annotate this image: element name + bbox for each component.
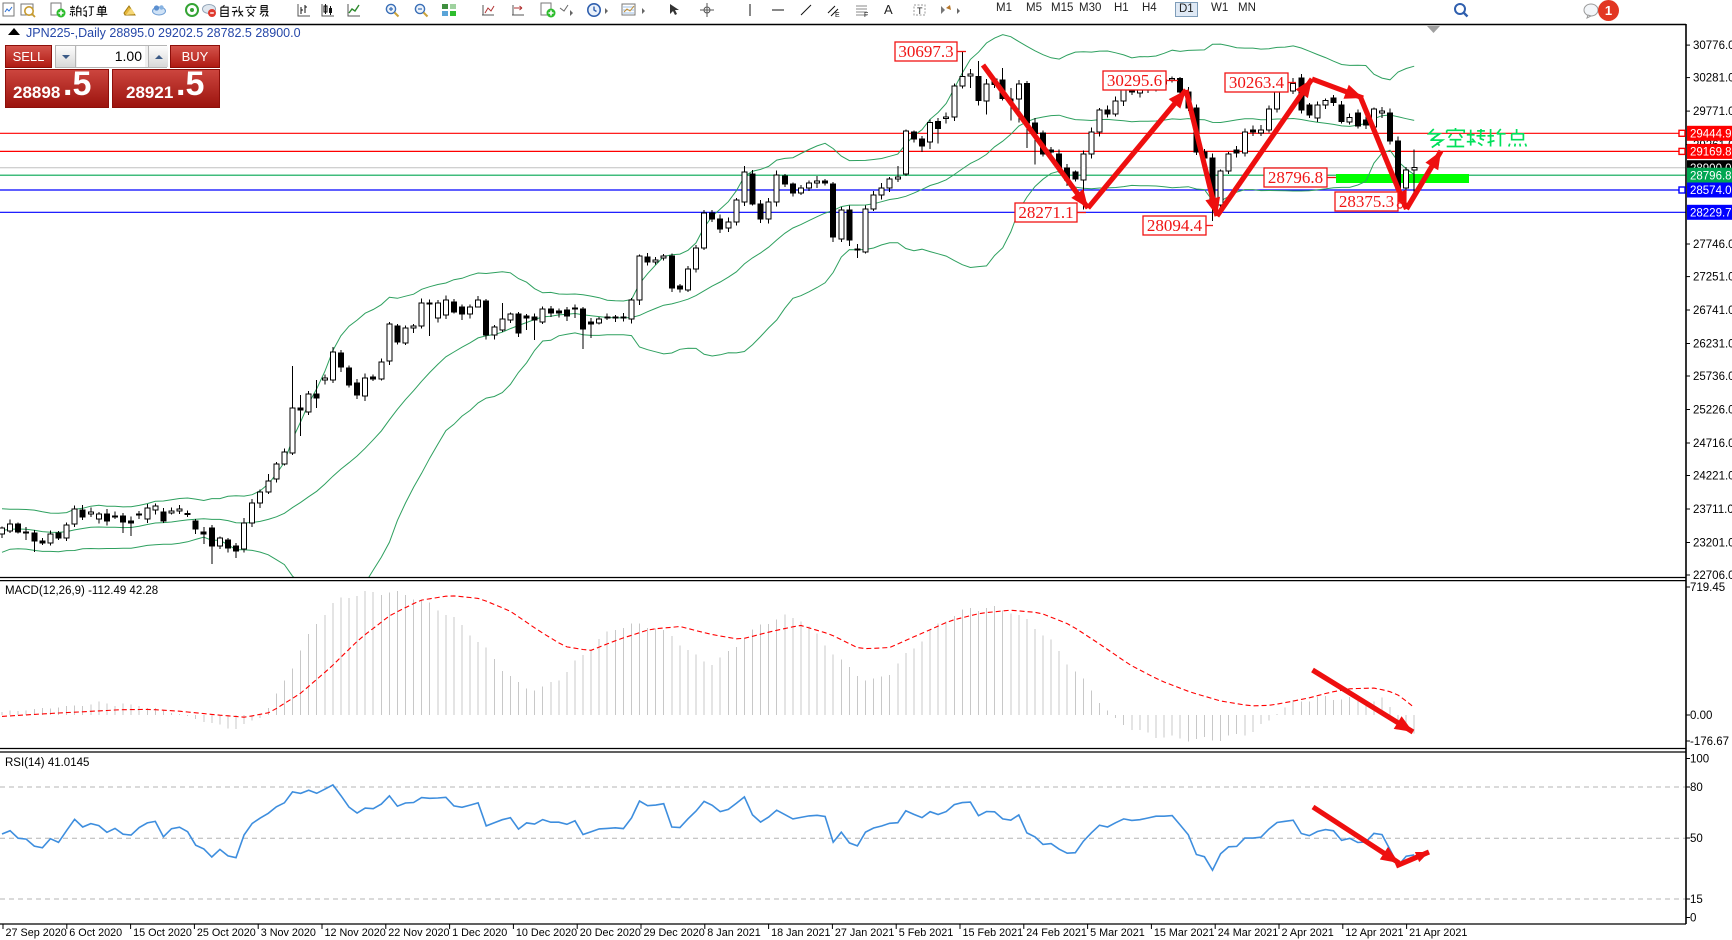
svg-text:15 Oct 2020: 15 Oct 2020 [133, 927, 192, 939]
svg-text:15 Mar 2021: 15 Mar 2021 [1154, 927, 1215, 939]
svg-text:24 Feb 2021: 24 Feb 2021 [1026, 927, 1087, 939]
svg-text:23711.0: 23711.0 [1693, 504, 1732, 516]
svg-text:29444.9: 29444.9 [1690, 129, 1732, 141]
svg-text:28375.3: 28375.3 [1339, 192, 1394, 211]
svg-text:719.45: 719.45 [1690, 582, 1725, 594]
svg-text:5 Mar 2021: 5 Mar 2021 [1090, 927, 1145, 939]
svg-text:27746.0: 27746.0 [1693, 239, 1732, 251]
svg-text:RSI(14) 41.0145: RSI(14) 41.0145 [5, 757, 89, 769]
svg-text:29771.0: 29771.0 [1693, 106, 1732, 118]
svg-text:18 Jan 2021: 18 Jan 2021 [771, 927, 830, 939]
svg-text:0: 0 [1690, 913, 1696, 925]
svg-text:28271.1: 28271.1 [1018, 203, 1073, 222]
svg-text:6 Oct 2020: 6 Oct 2020 [69, 927, 122, 939]
svg-text:2 Apr 2021: 2 Apr 2021 [1282, 927, 1334, 939]
svg-text:28229.7: 28229.7 [1690, 208, 1732, 220]
svg-text:0.00: 0.00 [1690, 710, 1712, 722]
svg-text:27251.0: 27251.0 [1693, 272, 1732, 284]
svg-text:E: E [835, 12, 840, 18]
svg-text:24 Mar 2021: 24 Mar 2021 [1218, 927, 1279, 939]
svg-text:25736.0: 25736.0 [1693, 371, 1732, 383]
svg-text:20 Dec 2020: 20 Dec 2020 [580, 927, 641, 939]
svg-text:21 Apr 2021: 21 Apr 2021 [1409, 927, 1467, 939]
svg-text:3 Nov 2020: 3 Nov 2020 [261, 927, 316, 939]
svg-text:JPN225-,Daily 28895.0 29202.5: JPN225-,Daily 28895.0 29202.5 28782.5 28… [26, 26, 301, 40]
svg-text:24716.0: 24716.0 [1693, 438, 1732, 450]
svg-text:F: F [864, 12, 868, 18]
svg-text:25226.0: 25226.0 [1693, 405, 1732, 417]
svg-text:10 Dec 2020: 10 Dec 2020 [516, 927, 577, 939]
svg-text:MACD(12,26,9) -112.49 42.28: MACD(12,26,9) -112.49 42.28 [5, 585, 158, 597]
svg-text:15 Feb 2021: 15 Feb 2021 [963, 927, 1024, 939]
svg-text:28574.0: 28574.0 [1690, 185, 1732, 197]
svg-text:28094.4: 28094.4 [1147, 216, 1203, 235]
svg-text:26231.0: 26231.0 [1693, 339, 1732, 351]
svg-text:8 Jan 2021: 8 Jan 2021 [707, 927, 760, 939]
svg-text:22 Nov 2020: 22 Nov 2020 [388, 927, 449, 939]
svg-text:30776.0: 30776.0 [1693, 40, 1732, 52]
svg-text:24221.0: 24221.0 [1693, 471, 1732, 483]
svg-text:28796.8: 28796.8 [1690, 170, 1732, 182]
svg-text:5 Feb 2021: 5 Feb 2021 [899, 927, 954, 939]
svg-text:25 Oct 2020: 25 Oct 2020 [197, 927, 256, 939]
svg-text:29169.8: 29169.8 [1690, 147, 1732, 159]
svg-text:28796.8: 28796.8 [1268, 168, 1323, 187]
svg-text:30263.4: 30263.4 [1229, 73, 1285, 92]
svg-text:-176.67: -176.67 [1690, 736, 1729, 748]
svg-text:12 Apr 2021: 12 Apr 2021 [1345, 927, 1403, 939]
svg-text:29 Dec 2020: 29 Dec 2020 [644, 927, 705, 939]
svg-text:30697.3: 30697.3 [898, 42, 953, 61]
svg-text:50: 50 [1690, 833, 1703, 845]
svg-text:27 Jan 2021: 27 Jan 2021 [835, 927, 894, 939]
svg-text:23201.0: 23201.0 [1693, 538, 1732, 550]
svg-text:30281.0: 30281.0 [1693, 73, 1732, 85]
svg-text:15: 15 [1690, 894, 1703, 906]
svg-text:22706.0: 22706.0 [1693, 570, 1732, 582]
svg-text:1 Dec 2020: 1 Dec 2020 [452, 927, 507, 939]
svg-text:30295.6: 30295.6 [1107, 71, 1162, 90]
svg-text:80: 80 [1690, 782, 1703, 794]
svg-text:27 Sep 2020: 27 Sep 2020 [6, 927, 67, 939]
svg-text:100: 100 [1690, 754, 1709, 766]
svg-text:12 Nov 2020: 12 Nov 2020 [325, 927, 386, 939]
svg-text:26741.0: 26741.0 [1693, 305, 1732, 317]
svg-text:T: T [917, 6, 923, 16]
